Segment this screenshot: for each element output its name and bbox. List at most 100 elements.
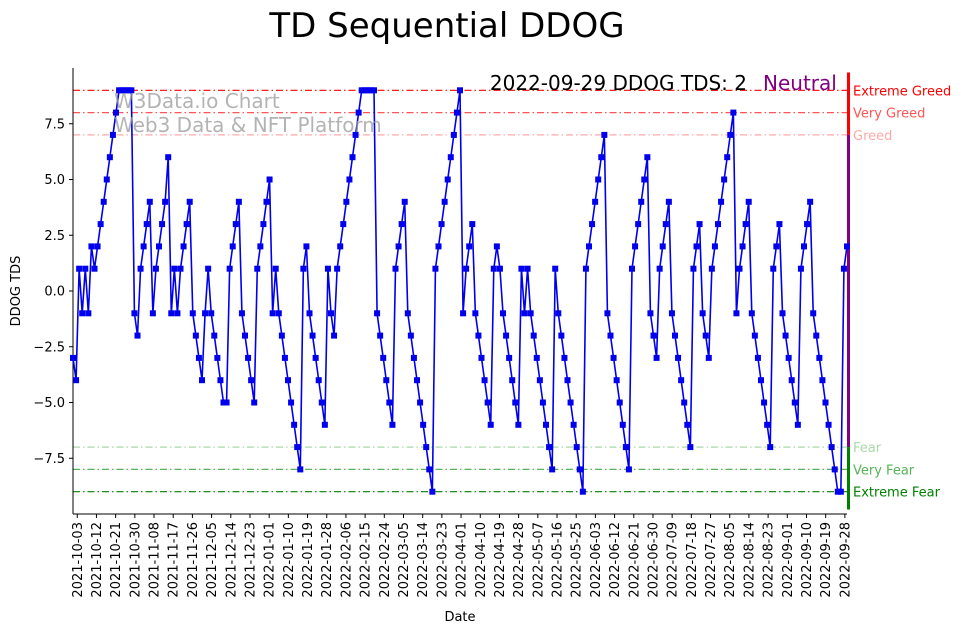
data-point (782, 332, 789, 339)
x-tick-label: 2022-09-28 (838, 522, 853, 598)
data-point (739, 243, 746, 250)
data-point (807, 198, 814, 205)
data-point (478, 354, 485, 361)
data-point (690, 265, 697, 272)
data-point (840, 265, 847, 272)
data-point (656, 265, 663, 272)
data-point (383, 377, 390, 384)
x-tick-label: 2022-06-03 (589, 522, 604, 598)
data-point (414, 377, 420, 384)
data-point (435, 243, 442, 250)
data-point (687, 444, 694, 451)
data-point (810, 310, 817, 317)
data-point (217, 377, 224, 384)
data-point (727, 131, 734, 138)
data-point (601, 131, 608, 138)
data-point (192, 332, 199, 339)
data-point (622, 444, 629, 451)
data-point (226, 265, 233, 272)
data-point (380, 354, 387, 361)
data-point (303, 243, 310, 250)
data-point (487, 421, 494, 428)
data-point (675, 354, 682, 361)
data-point (641, 176, 648, 183)
data-point (183, 221, 190, 228)
y-tick-label: 7.5 (44, 117, 65, 132)
data-point (235, 198, 242, 205)
data-point (776, 221, 783, 228)
threshold-label: Extreme Greed (853, 84, 951, 99)
data-point (306, 310, 313, 317)
data-point (171, 265, 178, 272)
data-point (748, 310, 755, 317)
data-point (770, 265, 777, 272)
data-point (159, 221, 166, 228)
x-tick-label: 2022-03-14 (416, 522, 431, 598)
x-tick-label: 2022-04-01 (455, 522, 470, 598)
data-point (546, 444, 553, 451)
x-tick-label: 2022-06-21 (627, 522, 642, 598)
data-point (318, 399, 325, 406)
data-point (613, 377, 620, 384)
data-point (844, 243, 850, 250)
neutral-zone-bar (847, 134, 850, 448)
data-point (837, 488, 844, 495)
data-point (404, 310, 411, 317)
data-point (828, 444, 835, 451)
data-point (496, 265, 503, 272)
x-tick-label: 2021-10-30 (128, 522, 143, 598)
data-point (647, 310, 654, 317)
data-point (214, 354, 221, 361)
x-tick-label: 2022-08-14 (742, 522, 757, 598)
data-point (466, 243, 473, 250)
data-point (493, 243, 500, 250)
data-point (205, 265, 212, 272)
data-point (561, 354, 568, 361)
data-point (653, 354, 660, 361)
data-point (450, 131, 457, 138)
data-point (340, 221, 347, 228)
data-point (635, 221, 642, 228)
y-tick-label: 2.5 (44, 229, 65, 244)
data-point (813, 332, 820, 339)
data-point (229, 243, 236, 250)
data-point (457, 87, 463, 94)
data-point (724, 154, 731, 161)
data-point (82, 265, 89, 272)
data-point (73, 377, 80, 384)
y-tick-label: 0.0 (44, 285, 65, 300)
data-point (822, 399, 829, 406)
data-point (165, 154, 172, 161)
data-point (699, 310, 706, 317)
data-point (254, 265, 261, 272)
data-point (761, 399, 768, 406)
data-point (742, 221, 749, 228)
data-point (527, 310, 534, 317)
data-point (272, 265, 279, 272)
data-point (432, 265, 439, 272)
y-axis-label: DDOG TDS (9, 256, 24, 327)
data-point (364, 87, 371, 94)
data-point (103, 176, 110, 183)
data-point (475, 332, 482, 339)
data-point (389, 421, 396, 428)
data-point (582, 265, 589, 272)
x-tick-label: 2022-07-09 (666, 522, 681, 598)
data-point (708, 265, 715, 272)
data-point (407, 332, 414, 339)
data-point (143, 221, 150, 228)
y-tick-label: −5.0 (33, 396, 65, 411)
data-point (570, 421, 577, 428)
data-point (238, 310, 245, 317)
data-point (291, 421, 298, 428)
x-tick-label: 2021-10-03 (71, 522, 86, 598)
x-tick-label: 2022-06-30 (646, 522, 661, 598)
data-point (705, 354, 712, 361)
data-point (558, 332, 565, 339)
data-point (321, 421, 328, 428)
data-point (444, 176, 451, 183)
data-point (573, 444, 580, 451)
data-point (662, 221, 669, 228)
data-point (281, 354, 288, 361)
threshold-label: Greed (853, 129, 892, 144)
